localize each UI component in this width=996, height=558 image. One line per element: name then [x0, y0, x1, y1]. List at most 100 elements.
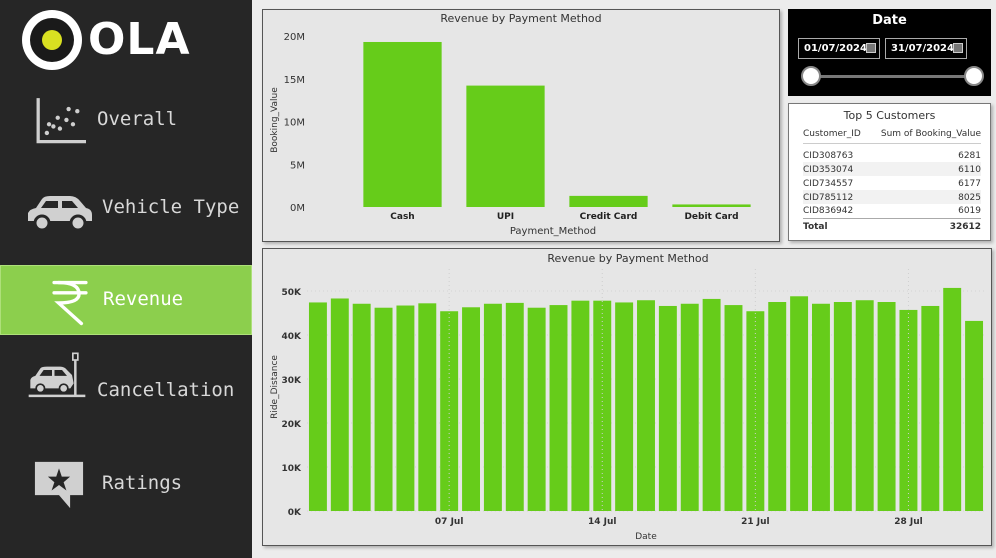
bar	[899, 309, 918, 511]
nav-item-cancellation[interactable]: Cancellation	[0, 350, 252, 420]
y-tick-label: 10K	[282, 464, 303, 474]
bar	[440, 311, 459, 511]
x-axis-label: Date	[635, 532, 657, 542]
x-tick-label: 14 Jul	[588, 517, 617, 527]
bar	[418, 303, 437, 511]
date-slicer: Date 01/07/2024 31/07/2024	[788, 9, 991, 96]
date-range-slider-track[interactable]	[810, 75, 974, 78]
bar	[702, 298, 721, 511]
booking-value-cell: 6110	[868, 162, 981, 176]
bar	[812, 303, 830, 511]
column-header[interactable]: Sum of Booking_Value	[868, 126, 981, 144]
y-tick-label: 10M	[284, 118, 305, 129]
logo-text: OLA	[88, 14, 191, 65]
top-customers-title: Top 5 Customers	[843, 109, 936, 122]
payment-method-chart-panel: Revenue by Payment Method 0M 5M 10M 15M 20M Ca…	[262, 9, 780, 242]
customer-id-cell: CID353074	[803, 162, 869, 176]
x-tick-label: 28 Jul	[894, 517, 923, 527]
nav-item-overall[interactable]: Overall	[0, 84, 252, 154]
x-tick-label: 07 Jul	[435, 517, 464, 527]
bar	[768, 302, 787, 511]
bar	[615, 302, 634, 511]
nav-label-ratings: Ratings	[102, 472, 183, 494]
nav-item-revenue[interactable]: Revenue	[0, 265, 252, 335]
car-crash-icon	[28, 352, 86, 398]
bar	[462, 307, 480, 511]
sidebar: OLA Overall Vehicle Type	[0, 0, 252, 558]
ola-logo: OLA	[22, 10, 222, 70]
total-value: 32612	[868, 217, 981, 234]
booking-value-cell: 8025	[868, 190, 981, 204]
bar	[877, 302, 896, 511]
rupee-icon	[52, 280, 88, 326]
bar	[330, 298, 349, 511]
customer-id-cell: CID734557	[803, 178, 854, 189]
start-date-input[interactable]: 01/07/2024	[798, 38, 880, 59]
bar	[352, 303, 371, 511]
date-slicer-title: Date	[872, 13, 907, 28]
y-tick-label: 20K	[282, 420, 303, 430]
date-range-end-handle[interactable]	[964, 66, 984, 86]
x-tick-label: Cash	[390, 212, 414, 222]
x-axis-label: Payment_Method	[510, 226, 596, 237]
bar	[855, 300, 874, 511]
table-row: CID836942 6019	[803, 204, 981, 218]
payment-method-bar-chart: Revenue by Payment Method 0M 5M 10M 15M 20M Ca…	[270, 12, 751, 237]
bar	[943, 287, 962, 511]
bar	[672, 204, 751, 207]
nav-label-cancellation: Cancellation	[97, 379, 235, 401]
ride-distance-bar-chart: Revenue by Payment Method 0K 10K 20K 30K 40K 5…	[270, 252, 985, 542]
nav-label-revenue: Revenue	[103, 288, 184, 310]
date-range-start-handle[interactable]	[801, 66, 821, 86]
y-tick-label: 40K	[282, 332, 303, 342]
nav-item-vehicle-type[interactable]: Vehicle Type	[0, 172, 252, 242]
y-tick-label: 20M	[284, 32, 305, 43]
table-row: CID785112 8025	[803, 190, 981, 204]
calendar-icon[interactable]	[953, 43, 963, 53]
bar	[790, 296, 809, 511]
chart-title: Revenue by Payment Method	[547, 252, 708, 265]
nav-label-vehicle-type: Vehicle Type	[102, 196, 240, 218]
bar	[363, 41, 442, 207]
x-tick-label: UPI	[497, 212, 514, 222]
end-date-input[interactable]: 31/07/2024	[885, 38, 967, 59]
table-total-row: Total 32612	[803, 217, 981, 234]
bar	[746, 311, 765, 511]
bar	[569, 195, 648, 207]
total-label: Total	[803, 217, 869, 234]
nav-label-overall: Overall	[97, 108, 178, 130]
bar	[308, 302, 327, 511]
customer-id-cell: CID836942	[803, 206, 854, 217]
table-row: CID734557 6177	[803, 176, 981, 190]
star-chat-icon	[34, 461, 84, 509]
bar	[680, 303, 699, 511]
booking-value-cell: 6281	[958, 151, 981, 162]
bar	[466, 85, 545, 207]
y-axis-label: Ride_Distance	[270, 355, 280, 419]
y-tick-label: 50K	[282, 288, 303, 298]
top-customers-table: Customer_ID Sum of Booking_Value CID3087…	[803, 126, 981, 234]
customer-id-cell: CID308763	[803, 151, 854, 162]
bar	[658, 305, 677, 511]
bar	[965, 320, 984, 511]
table-row: CID353074 6110	[803, 162, 981, 176]
ride-distance-chart-panel: Revenue by Payment Method 0K 10K 20K 30K 40K 5…	[262, 248, 992, 546]
top-customers-panel: Top 5 Customers Customer_ID Sum of Booki…	[788, 103, 991, 241]
bar	[527, 307, 546, 511]
booking-value-cell: 6019	[958, 206, 981, 217]
y-tick-label: 15M	[284, 75, 305, 86]
bar	[549, 305, 568, 511]
y-tick-label: 0M	[290, 203, 305, 214]
column-header[interactable]: Customer_ID	[803, 126, 869, 144]
x-tick-label: Debit Card	[684, 212, 738, 222]
nav-item-ratings[interactable]: Ratings	[0, 450, 252, 520]
customer-id-cell: CID785112	[803, 190, 869, 204]
bar	[921, 305, 940, 511]
start-date-value: 01/07/2024	[804, 43, 867, 54]
x-tick-label: 21 Jul	[741, 517, 770, 527]
calendar-icon[interactable]	[866, 43, 876, 53]
x-tick-label: Credit Card	[580, 212, 638, 222]
y-tick-label: 0K	[288, 508, 302, 518]
chart-title: Revenue by Payment Method	[440, 12, 601, 25]
bar	[505, 302, 524, 511]
